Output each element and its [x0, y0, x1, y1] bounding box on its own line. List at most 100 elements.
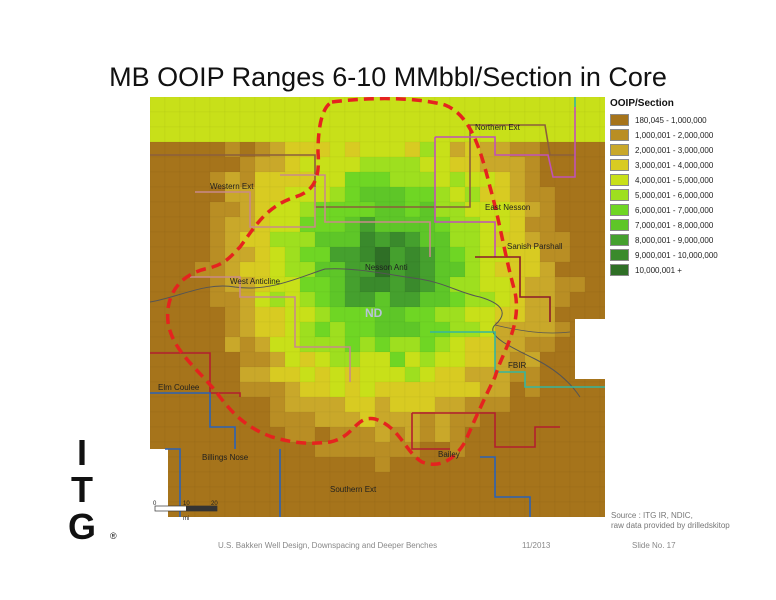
grid-cell — [599, 441, 605, 458]
grid-cell — [209, 97, 226, 113]
grid-cell — [344, 351, 361, 368]
grid-cell — [509, 501, 526, 517]
grid-cell — [524, 411, 541, 428]
grid-cell — [344, 441, 361, 458]
grid-cell — [254, 186, 271, 203]
grid-cell — [524, 321, 541, 338]
grid-cell — [389, 156, 406, 173]
grid-cell — [359, 276, 376, 293]
grid-cell — [299, 426, 316, 443]
scale-tick-20: 20 — [211, 501, 218, 507]
grid-cell — [494, 411, 511, 428]
grid-cell — [524, 351, 541, 368]
grid-cell — [419, 471, 436, 488]
grid-cell — [599, 501, 605, 517]
grid-cell — [404, 471, 421, 488]
grid-cell — [404, 486, 421, 503]
grid-cell — [299, 366, 316, 383]
grid-cell — [299, 291, 316, 308]
grid-cell — [599, 471, 605, 488]
grid-cell — [584, 156, 601, 173]
grid-cell — [374, 111, 391, 128]
grid-cell — [404, 126, 421, 143]
legend-title: OOIP/Section — [610, 98, 674, 109]
grid-cell — [479, 97, 496, 113]
grid-cell — [554, 396, 571, 413]
grid-cell — [344, 291, 361, 308]
grid-cell — [449, 306, 466, 323]
grid-cell — [404, 306, 421, 323]
boundary-nesson — [280, 174, 431, 257]
grid-cell — [269, 501, 286, 517]
grid-cell — [569, 111, 586, 128]
grid-cell — [524, 396, 541, 413]
grid-cell — [419, 381, 436, 398]
grid-cell — [419, 201, 436, 218]
legend-item: 2,000,001 - 3,000,000 — [608, 143, 758, 157]
grid-cell — [299, 351, 316, 368]
grid-cell — [150, 216, 166, 233]
grid-cell — [539, 501, 556, 517]
grid-cell — [150, 156, 166, 173]
grid-cell — [179, 336, 196, 353]
grid-cell — [359, 351, 376, 368]
grid-cell — [434, 321, 451, 338]
grid-cell — [344, 186, 361, 203]
grid-cell — [539, 441, 556, 458]
grid-cell — [239, 351, 256, 368]
grid-cell — [344, 156, 361, 173]
grid-cell — [314, 321, 331, 338]
grid-cell — [584, 141, 601, 158]
grid-cell — [359, 111, 376, 128]
grid-cell — [359, 246, 376, 263]
grid-cell — [329, 291, 346, 308]
grid-cell — [404, 231, 421, 248]
grid-cell — [374, 366, 391, 383]
grid-cell — [524, 471, 541, 488]
grid-cell — [554, 171, 571, 188]
grid-cell — [179, 246, 196, 263]
grid-cell — [299, 156, 316, 173]
grid-cell — [194, 156, 211, 173]
grid-cell — [284, 201, 301, 218]
grid-cell — [599, 396, 605, 413]
grid-cell — [479, 456, 496, 473]
source-note: Source : ITG IR, NDIC, raw data provided… — [611, 511, 730, 531]
grid-cell — [269, 396, 286, 413]
grid-cell — [569, 261, 586, 278]
grid-cell — [299, 501, 316, 517]
grid-cell — [569, 126, 586, 143]
grid-cell — [299, 231, 316, 248]
legend-swatch — [610, 264, 629, 276]
grid-cell — [434, 126, 451, 143]
grid-cell — [599, 231, 605, 248]
grid-cell — [284, 381, 301, 398]
grid-cell — [284, 97, 301, 113]
grid-cell — [539, 276, 556, 293]
legend-swatch — [610, 189, 629, 201]
grid-cell — [494, 501, 511, 517]
boundary-south-east — [480, 456, 531, 517]
grid-cell — [284, 246, 301, 263]
label-northern-ext: Northern Ext — [475, 123, 521, 132]
grid-cell — [554, 441, 571, 458]
grid-cell — [524, 336, 541, 353]
grid-cell — [539, 351, 556, 368]
grid-cell — [569, 186, 586, 203]
grid-cell — [464, 456, 481, 473]
grid-cell — [209, 336, 226, 353]
grid-cell — [389, 306, 406, 323]
grid-cell — [584, 441, 601, 458]
grid-cell — [194, 426, 211, 443]
label-nesson-anti: Nesson Anti — [365, 263, 408, 272]
legend-item: 9,000,001 - 10,000,000 — [608, 248, 758, 262]
grid-cell — [419, 291, 436, 308]
grid-cell — [524, 156, 541, 173]
grid-cell — [150, 171, 166, 188]
grid-cell — [584, 97, 601, 113]
river-line — [150, 268, 581, 398]
grid-cell — [209, 351, 226, 368]
grid-cell — [569, 471, 586, 488]
grid-cell — [389, 411, 406, 428]
grid-cell — [224, 291, 241, 308]
